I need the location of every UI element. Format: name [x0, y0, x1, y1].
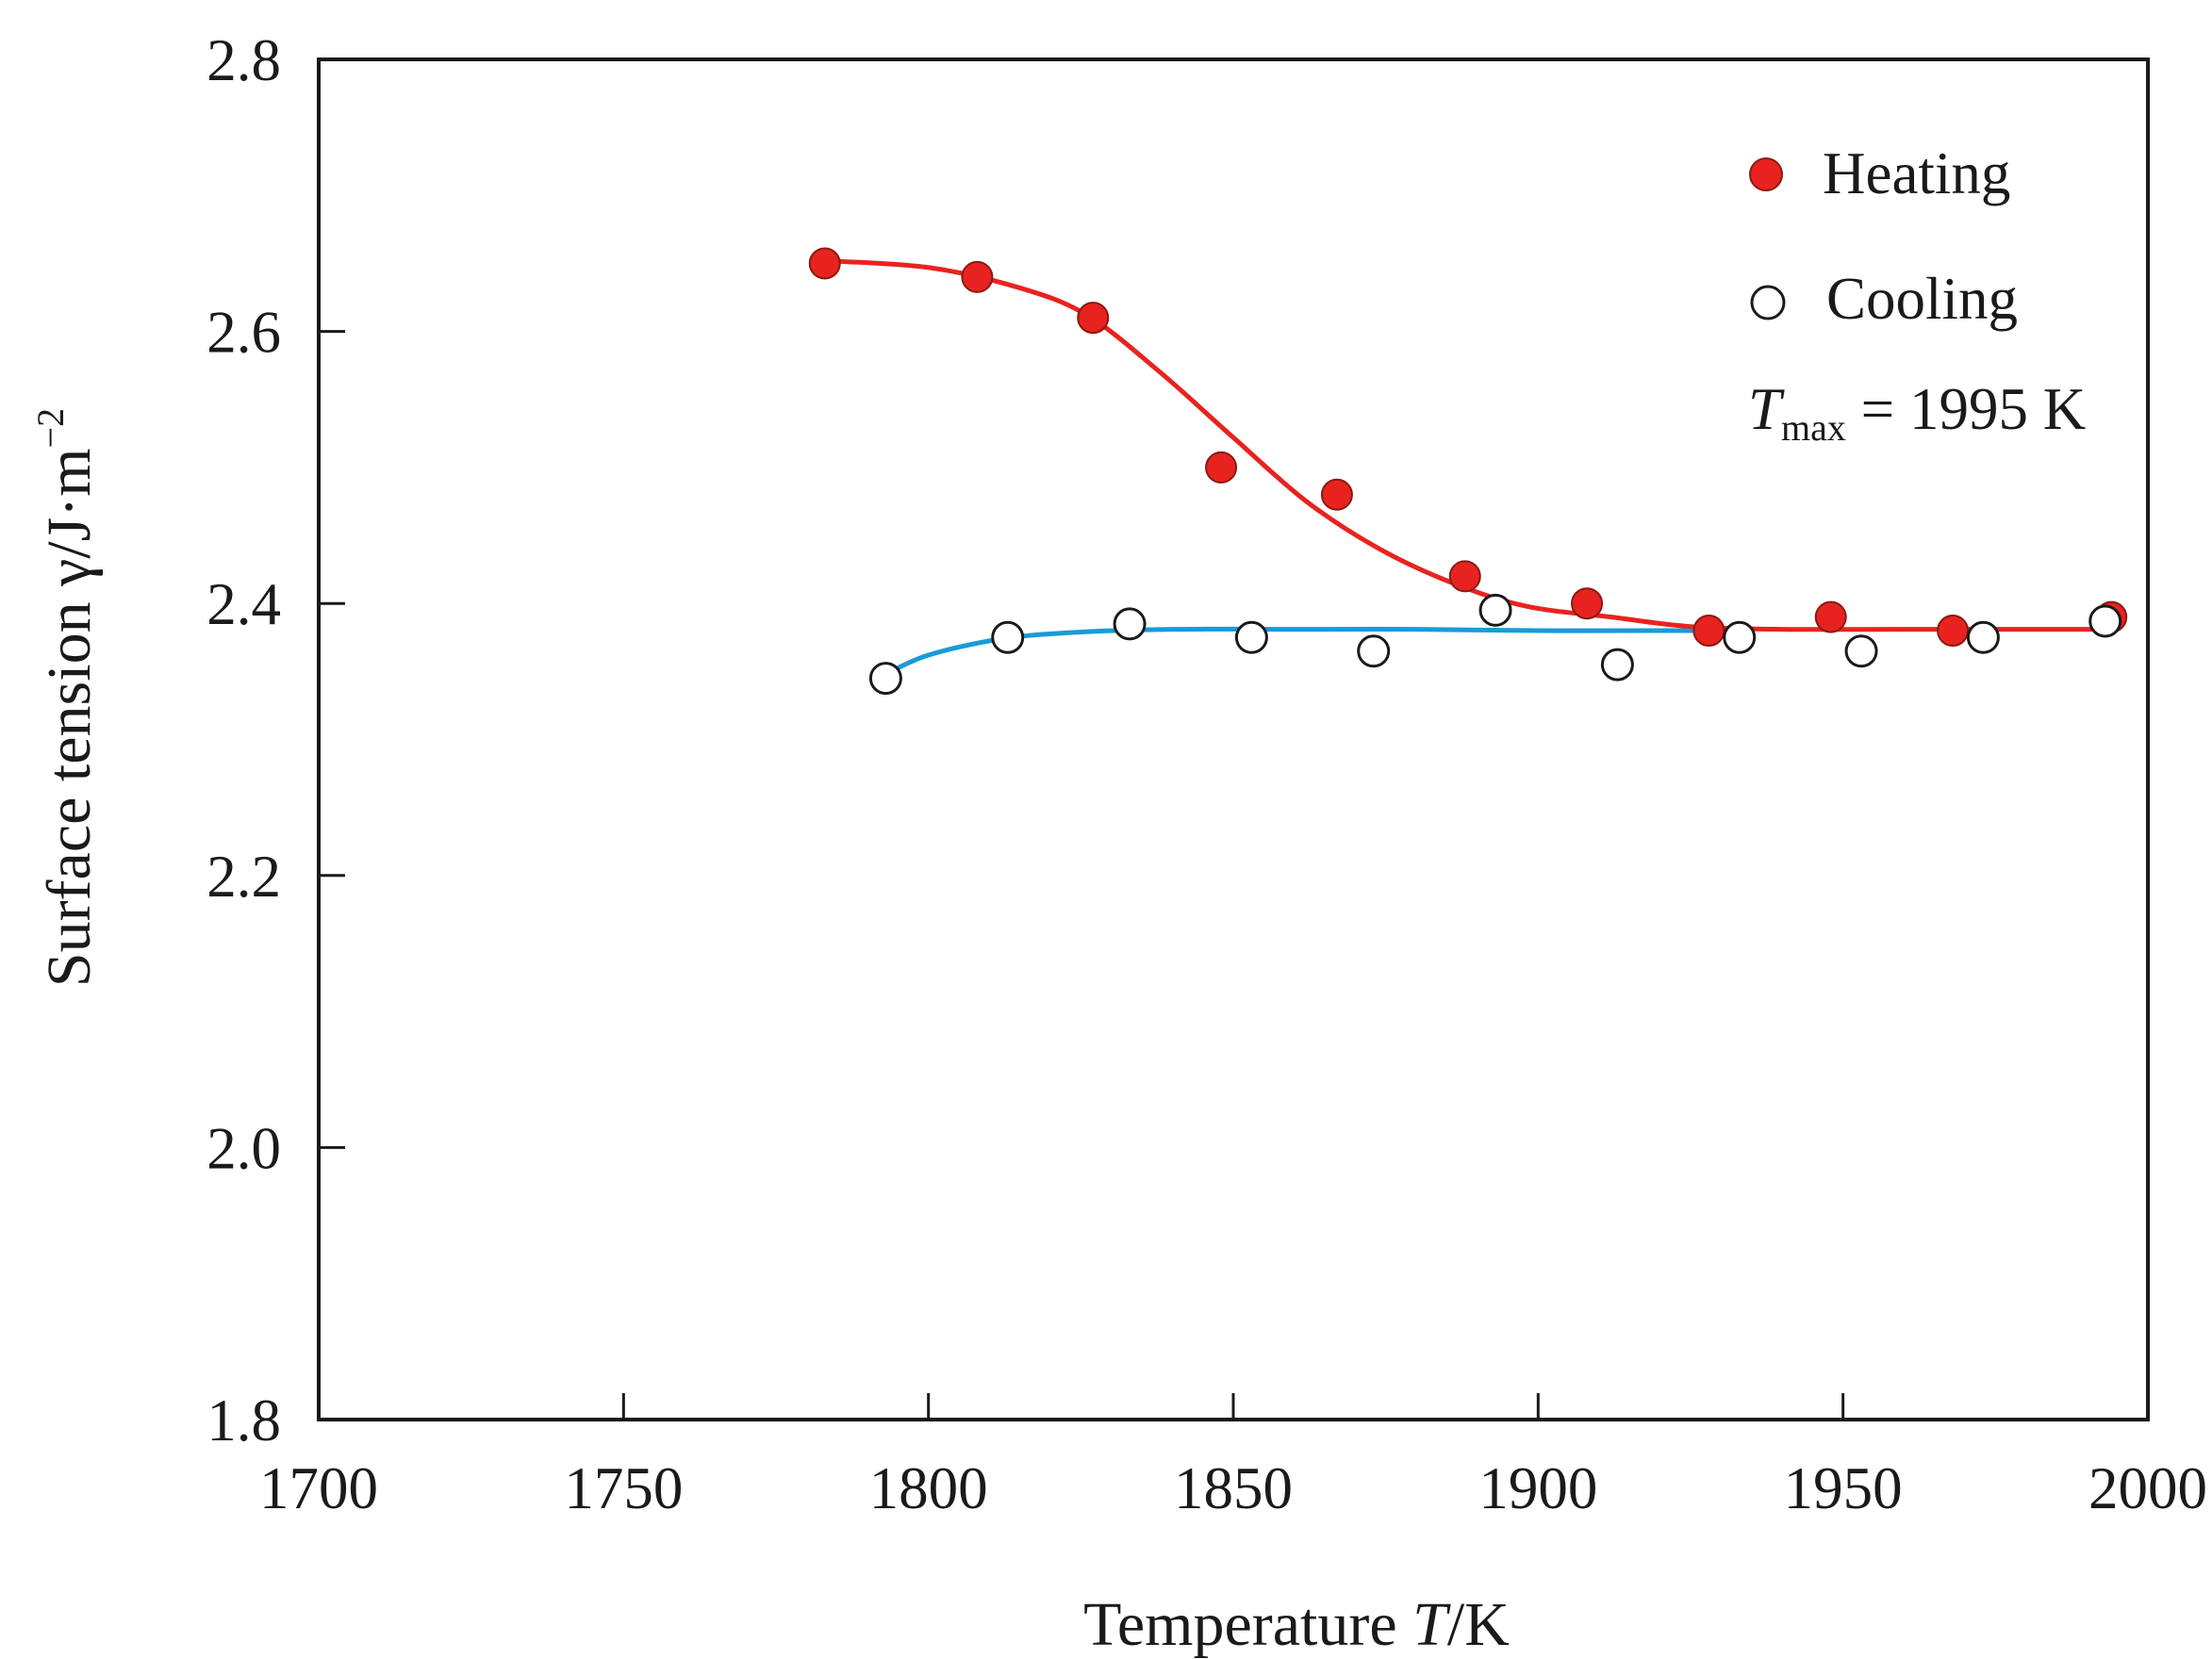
heating-point — [961, 260, 994, 293]
x-tick-label: 1950 — [1784, 1455, 1903, 1521]
cooling-point — [868, 662, 902, 696]
x-tick-label: 1900 — [1478, 1455, 1597, 1521]
heating-point — [1937, 615, 1970, 648]
tmax-var: T — [1748, 376, 1785, 442]
cooling-point — [1844, 634, 1878, 668]
y-tick-label: 2.8 — [206, 27, 281, 93]
x-tick-label: 2000 — [2088, 1455, 2207, 1521]
legend-heating-label: Heating — [1823, 140, 2010, 206]
y-tick-label: 1.8 — [206, 1388, 281, 1454]
heating-point — [1692, 615, 1725, 648]
x-axis-title-var: T — [1412, 1590, 1451, 1659]
y-tick-label: 2.4 — [206, 571, 281, 637]
heating-point — [1814, 600, 1847, 633]
legend-heating-marker — [1749, 157, 1783, 191]
legend-cooling-marker — [1750, 285, 1786, 320]
plot-frame — [317, 57, 2150, 1421]
cooling-point — [1113, 607, 1147, 641]
cooling-point — [991, 620, 1025, 654]
y-axis-title-text: Surface tension γ/J·m — [35, 448, 104, 987]
x-tick-label: 1850 — [1174, 1455, 1293, 1521]
y-tick-label: 2.2 — [206, 844, 281, 910]
heating-point — [1077, 302, 1110, 335]
legend-cooling-label: Cooling — [1826, 266, 2018, 332]
heating-point — [1205, 451, 1238, 484]
heating-point — [1571, 587, 1604, 620]
heating-point — [1448, 560, 1481, 593]
x-tick-label: 1700 — [259, 1455, 378, 1521]
heating-point — [1320, 478, 1353, 511]
tmax-value: = 1995 K — [1846, 376, 2086, 442]
y-axis-title: Surface tension γ/J·m−2 — [29, 408, 104, 987]
tmax-annotation: Tmax = 1995 K — [1748, 376, 2086, 449]
heating-point — [808, 247, 841, 280]
cooling-point — [2088, 604, 2122, 638]
cooling-fit-line — [884, 626, 1722, 677]
x-tick-label: 1750 — [564, 1455, 683, 1521]
legend: Heating Cooling Tmax = 1995 K — [1748, 140, 2086, 449]
cooling-point — [1478, 593, 1512, 627]
cooling-point — [1723, 620, 1757, 654]
y-tick-label: 2.6 — [206, 300, 281, 366]
cooling-point — [1357, 634, 1391, 668]
cooling-point — [1966, 620, 2000, 654]
cooling-point — [1600, 648, 1634, 682]
x-axis-title: Temperature T/K — [1083, 1590, 1510, 1659]
x-axis-title-unit: /K — [1447, 1590, 1510, 1659]
tmax-subscript: max — [1781, 406, 1846, 449]
x-tick-label: 1800 — [869, 1455, 988, 1521]
cooling-point — [1234, 620, 1268, 654]
x-axis-title-prefix: Temperature — [1083, 1590, 1412, 1659]
y-tick-label: 2.0 — [206, 1115, 281, 1181]
heating-fit-line — [824, 258, 2112, 632]
plot-layer: 1700 1750 1800 1850 1900 1950 2000 1.8 2.0 2.2 2.4… — [206, 27, 2207, 1521]
y-axis-title-exponent: −2 — [29, 408, 72, 449]
